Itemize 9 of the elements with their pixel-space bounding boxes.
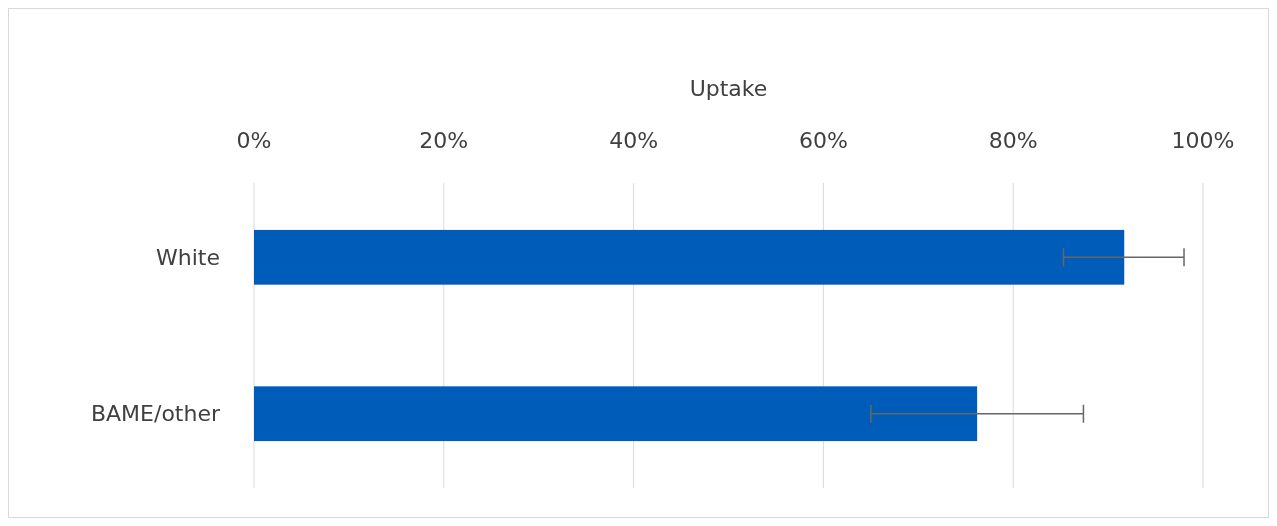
y-tick-label: BAME/other xyxy=(90,401,221,427)
x-tick-label: 60% xyxy=(798,128,848,153)
x-tick-label: 100% xyxy=(1171,128,1235,153)
x-tick-label: 40% xyxy=(609,128,659,153)
x-tick-label: 80% xyxy=(988,128,1038,153)
x-tick-label: 0% xyxy=(236,128,272,153)
x-tick-label: 20% xyxy=(419,128,469,153)
x-axis-title: Uptake xyxy=(689,76,768,101)
y-tick-label: White xyxy=(156,244,220,270)
